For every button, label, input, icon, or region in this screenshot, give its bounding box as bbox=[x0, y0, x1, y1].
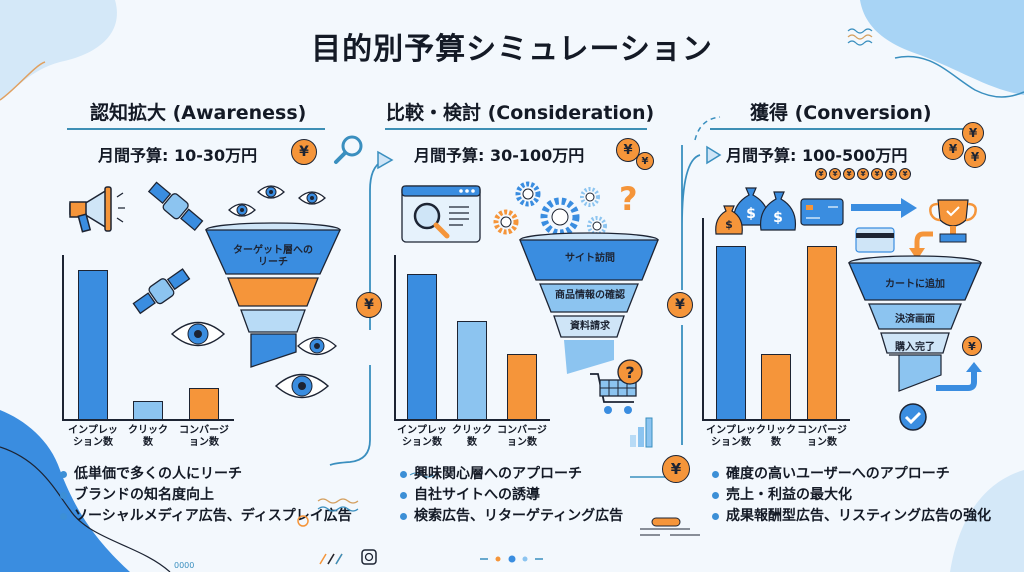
bar-clicks bbox=[133, 401, 163, 419]
eye-icon bbox=[170, 321, 226, 347]
wave-decoration-top-right bbox=[847, 28, 873, 46]
funnel-stage-label: 決済画面 bbox=[895, 314, 935, 325]
svg-text:$: $ bbox=[773, 210, 783, 226]
yen-coin-icon: ¥ bbox=[356, 292, 382, 318]
funnel-stage-label: 購入完了 bbox=[895, 342, 935, 353]
satellite-icon bbox=[132, 268, 191, 315]
funnel-stage-label: カートに追加 bbox=[885, 279, 945, 290]
bullet-item: 自社サイトへの誘導 bbox=[400, 485, 623, 506]
eye-icon bbox=[274, 373, 330, 399]
page-title: 目的別予算シミュレーション bbox=[311, 32, 713, 67]
bar-label: インプレッ ション数 bbox=[68, 425, 118, 448]
section-title: 比較・検討 (Consideration) bbox=[386, 102, 655, 124]
arrow-down-icon bbox=[909, 231, 933, 260]
chart-x-axis bbox=[702, 419, 850, 421]
bar-label: インプレッ ション数 bbox=[706, 425, 756, 448]
funnel-diagram bbox=[519, 232, 659, 374]
flow-connector bbox=[329, 135, 435, 478]
checkmark-circle-icon bbox=[899, 403, 927, 431]
yen-coin-icon: ¥ bbox=[942, 138, 964, 160]
bar-label: コンバージ ョン数 bbox=[179, 425, 229, 448]
section-divider bbox=[67, 128, 325, 130]
budget-label: 月間予算: 100-500万円 bbox=[726, 146, 908, 165]
bar-conversions bbox=[189, 388, 219, 419]
bullet-item: ブランドの知名度向上 bbox=[60, 485, 352, 506]
bar-label: クリック 数 bbox=[128, 425, 168, 448]
shopping-cart-icon: ? bbox=[590, 359, 643, 414]
budget-label: 月間予算: 30-100万円 bbox=[414, 146, 585, 165]
money-bags-icon: $ $ $ bbox=[715, 187, 797, 235]
bar-label: コンバージ ョン数 bbox=[497, 425, 547, 448]
section-divider bbox=[710, 128, 978, 130]
funnel-diagram bbox=[204, 222, 342, 368]
bar-label: コンバージ ョン数 bbox=[797, 425, 847, 448]
bullet-item: 確度の高いユーザーへのアプローチ bbox=[712, 464, 991, 485]
eye-icon bbox=[297, 336, 337, 356]
bar-impressions bbox=[78, 270, 108, 419]
yen-coin-icon: ¥ bbox=[667, 292, 693, 318]
bar-conversions bbox=[807, 246, 837, 419]
bullet-item: 興味関心層へのアプローチ bbox=[400, 464, 623, 485]
funnel-stage-label: 商品情報の確認 bbox=[555, 290, 625, 301]
svg-text:$: $ bbox=[725, 218, 733, 231]
yen-coin-icon: ¥ bbox=[662, 455, 690, 483]
bar-impressions bbox=[716, 246, 746, 419]
svg-text:0000: 0000 bbox=[174, 561, 194, 570]
satellite-icon bbox=[147, 181, 204, 232]
question-mark-icon: ? bbox=[619, 180, 638, 218]
svg-text:?: ? bbox=[625, 363, 634, 382]
eye-icon bbox=[228, 203, 256, 217]
chart-y-axis bbox=[702, 218, 704, 420]
chart-x-axis bbox=[394, 419, 550, 421]
yen-coin-row-icon: ¥ ¥ ¥ ¥ ¥ ¥ ¥ bbox=[815, 168, 911, 180]
yen-coin-icon: ¥ bbox=[964, 146, 986, 168]
bar-conversions bbox=[507, 354, 537, 419]
browser-search-icon bbox=[401, 185, 481, 243]
bullet-item: 低単価で多くの人にリーチ bbox=[60, 464, 352, 485]
flow-connector bbox=[630, 116, 722, 536]
yen-coin-icon: ¥ bbox=[291, 139, 317, 165]
yen-coin-icon: ¥ bbox=[962, 336, 982, 356]
section-title: 獲得 (Conversion) bbox=[750, 102, 932, 124]
budget-label: 月間予算: 10-30万円 bbox=[98, 146, 258, 165]
bullet-item: ソーシャルメディア広告、ディスプレイ広告 bbox=[60, 506, 352, 527]
section-title: 認知拡大 (Awareness) bbox=[90, 102, 307, 124]
bullet-list: 確度の高いユーザーへのアプローチ 売上・利益の最大化 成果報酬型広告、リスティン… bbox=[712, 464, 991, 527]
bullet-list: 低単価で多くの人にリーチ ブランドの知名度向上 ソーシャルメディア広告、ディスプ… bbox=[60, 464, 352, 527]
bullet-item: 検索広告、リターゲティング広告 bbox=[400, 506, 623, 527]
credit-card-icon bbox=[800, 198, 844, 226]
bar-label: クリック 数 bbox=[452, 425, 492, 448]
bar-label: インプレッ ション数 bbox=[397, 425, 447, 448]
bullet-item: 成果報酬型広告、リスティング広告の強化 bbox=[712, 506, 991, 527]
eye-icon bbox=[257, 185, 285, 199]
bar-clicks bbox=[457, 321, 487, 419]
bar-label: クリック 数 bbox=[756, 425, 796, 448]
arrow-right-icon bbox=[851, 198, 917, 218]
trophy-icon bbox=[929, 199, 977, 243]
bar-clicks bbox=[761, 354, 791, 419]
bullet-item: 売上・利益の最大化 bbox=[712, 485, 991, 506]
funnel-stage-label: ターゲット層への リーチ bbox=[233, 245, 313, 268]
section-divider bbox=[385, 128, 647, 130]
funnel-stage-label: サイト訪問 bbox=[565, 253, 615, 264]
bullet-list: 興味関心層へのアプローチ 自社サイトへの誘導 検索広告、リターゲティング広告 bbox=[400, 464, 623, 527]
yen-coin-icon: ¥ bbox=[962, 122, 984, 144]
eye-icon bbox=[298, 191, 326, 205]
chart-y-axis bbox=[394, 255, 396, 420]
funnel-diagram bbox=[848, 255, 982, 392]
arrow-up-icon bbox=[936, 362, 982, 391]
chart-y-axis bbox=[62, 255, 64, 420]
funnel-stage-label: 資料請求 bbox=[570, 321, 610, 332]
bar-impressions bbox=[407, 274, 437, 419]
yen-coin-icon: ¥ bbox=[636, 152, 654, 170]
chart-x-axis bbox=[62, 419, 234, 421]
credit-card-icon bbox=[855, 227, 895, 253]
svg-text:$: $ bbox=[746, 206, 756, 222]
decoration-bottom: 0000 bbox=[174, 498, 543, 570]
megaphone-icon bbox=[69, 186, 125, 233]
